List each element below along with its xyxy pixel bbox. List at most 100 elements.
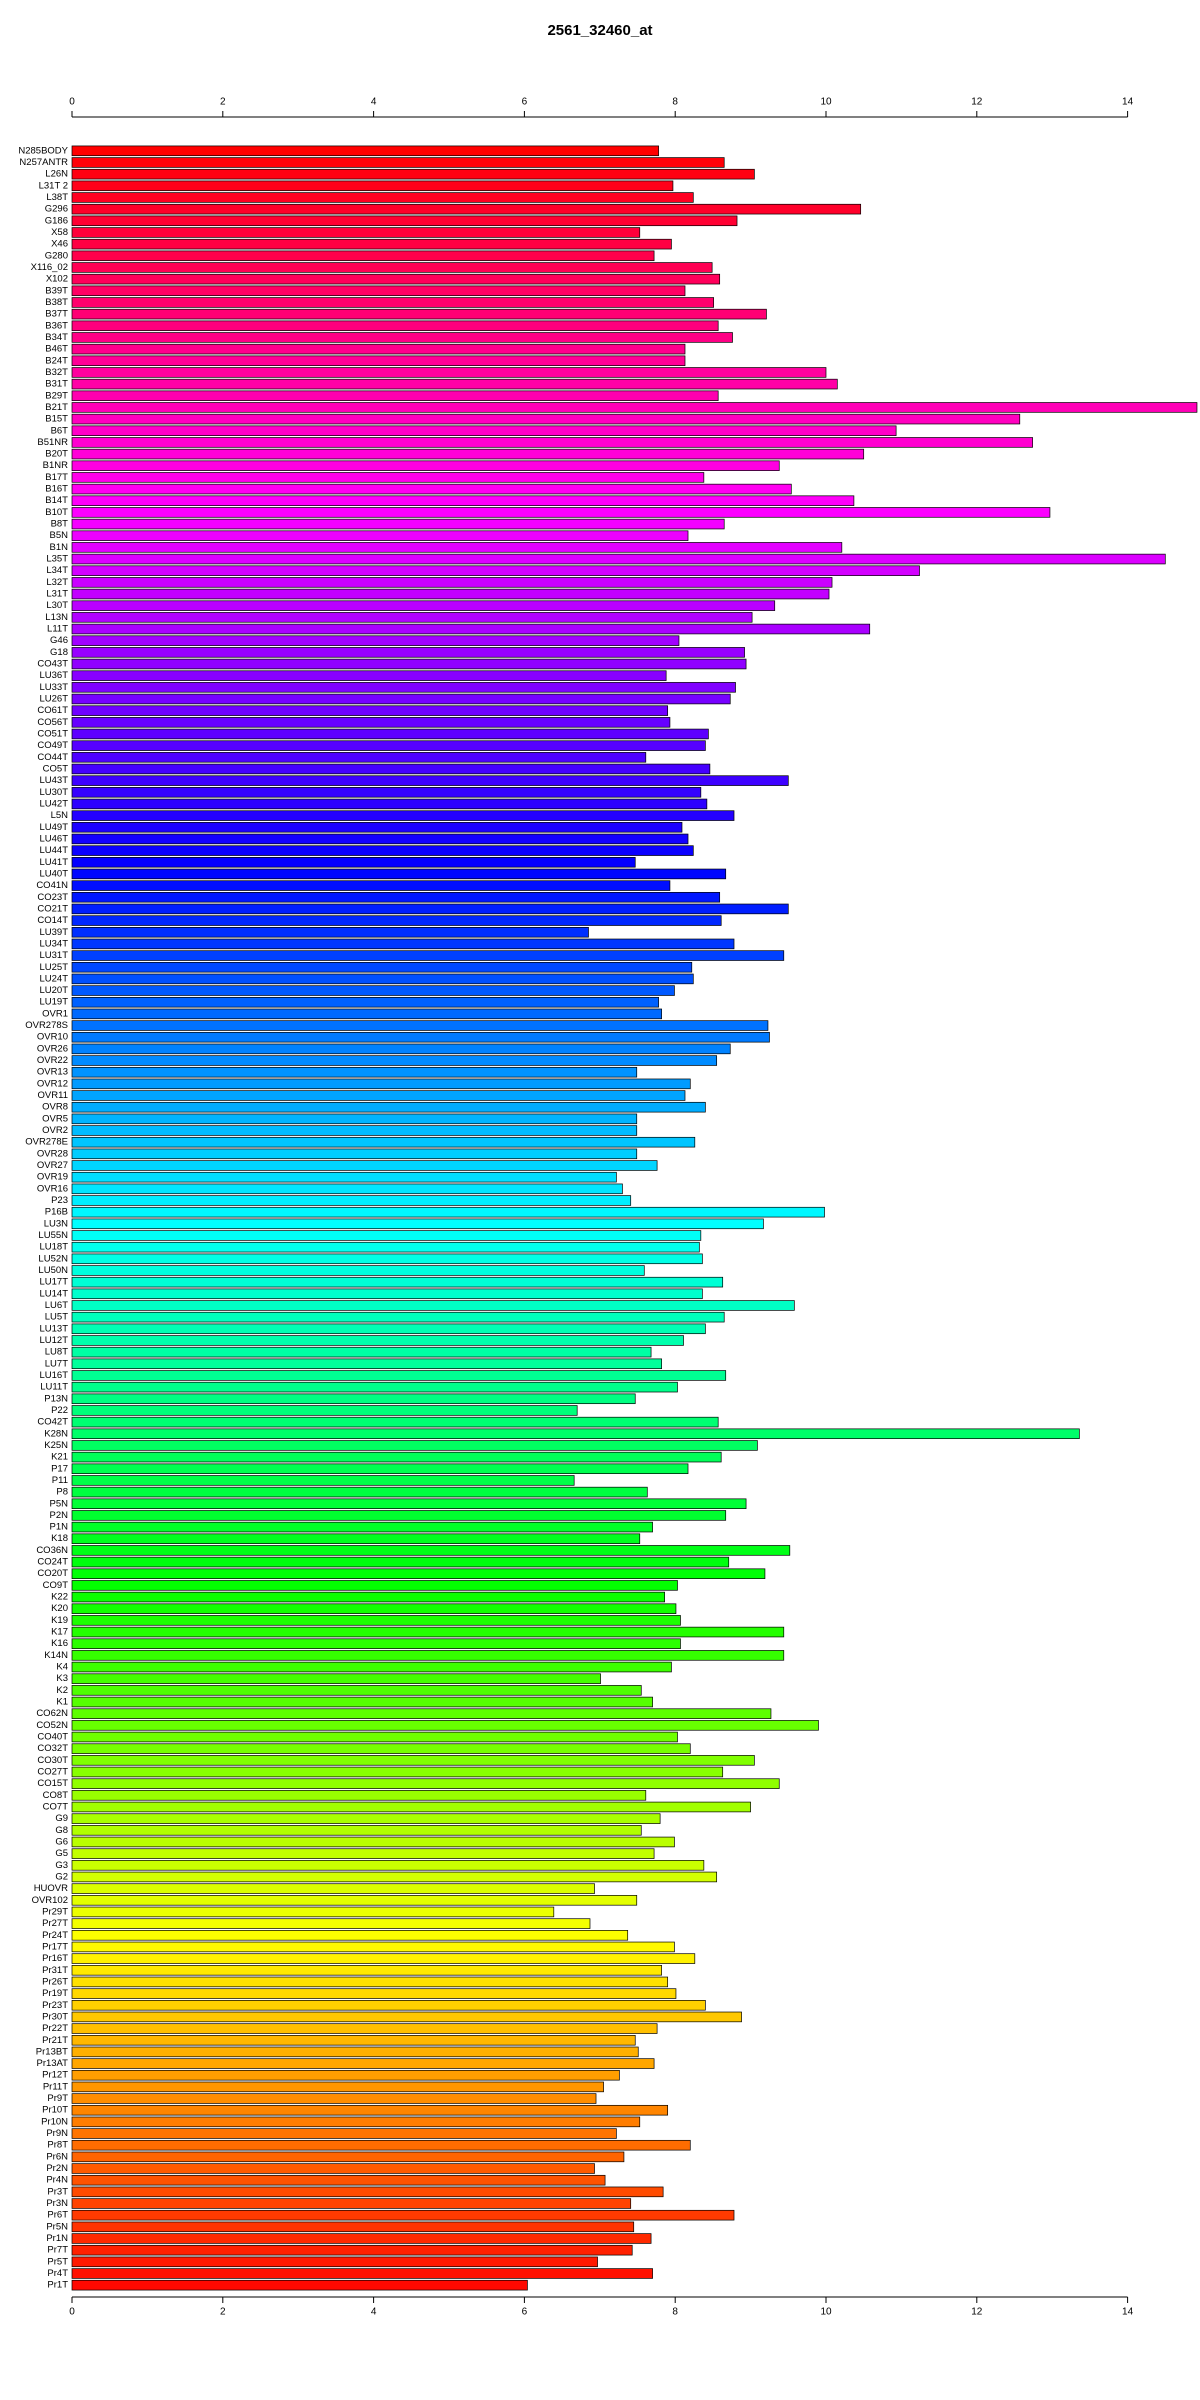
y-tick-label: CO5T xyxy=(43,763,69,774)
bar xyxy=(71,1626,785,1638)
y-tick-label: CO52N xyxy=(36,1720,68,1731)
y-tick-label: B39T xyxy=(45,285,68,296)
bar xyxy=(71,180,674,192)
y-tick-label: Pr3T xyxy=(47,2186,68,2197)
y-tick-label: LU42T xyxy=(39,798,68,809)
y-tick-label: OVR11 xyxy=(38,1090,68,1101)
y-tick-label: B29T xyxy=(45,390,68,401)
y-tick-label: Pr8T xyxy=(47,2140,68,2151)
y-tick-label: LU13T xyxy=(39,1323,68,1334)
y-tick-label: B17T xyxy=(45,472,68,483)
y-tick-label: LU8T xyxy=(45,1347,68,1358)
bar xyxy=(71,1020,769,1031)
bar xyxy=(71,1906,555,1918)
y-tick-label: K22 xyxy=(51,1592,68,1603)
y-tick-label: G46 xyxy=(50,635,68,646)
y-tick-label: LU7T xyxy=(45,1358,68,1369)
y-tick-label: B37T xyxy=(45,309,68,320)
bar xyxy=(71,833,689,845)
bar xyxy=(71,1883,595,1894)
y-tick-label: LU5T xyxy=(45,1312,68,1323)
bar xyxy=(71,927,589,938)
x-tick-label: 4 xyxy=(371,2307,377,2318)
y-tick-label: Pr2N xyxy=(46,2163,68,2174)
bar xyxy=(71,1300,795,1311)
bar xyxy=(71,1498,747,1509)
bar xyxy=(71,670,667,681)
y-tick-label: CO40T xyxy=(37,1732,68,1743)
y-tick-label: LU33T xyxy=(39,682,68,693)
bar xyxy=(71,1848,655,1859)
bar xyxy=(71,2046,639,2058)
y-tick-label: Pr13BT xyxy=(36,2046,68,2057)
y-tick-label: G9 xyxy=(55,1813,68,1824)
bar xyxy=(71,192,694,203)
bar xyxy=(71,1090,686,1101)
y-tick-label: B46T xyxy=(45,344,68,355)
y-tick-label: B31T xyxy=(45,379,68,390)
bar xyxy=(71,903,789,915)
y-tick-label: Pr27T xyxy=(42,1918,68,1929)
bar xyxy=(71,238,672,250)
bar xyxy=(71,1521,653,1533)
y-tick-label: Pr26T xyxy=(42,1976,68,1987)
y-tick-label: Pr30T xyxy=(42,2011,68,2022)
bar xyxy=(71,1825,642,1836)
y-tick-label: CO24T xyxy=(37,1557,68,1568)
bar xyxy=(71,1043,731,1055)
y-tick-label: Pr31T xyxy=(42,1965,68,1976)
y-tick-label: OVR27 xyxy=(37,1160,68,1171)
bar xyxy=(71,2139,691,2151)
bar xyxy=(71,1568,766,1579)
bar xyxy=(71,250,655,262)
y-tick-label: CO30T xyxy=(37,1755,68,1766)
bar xyxy=(71,215,738,227)
y-tick-label: Pr1T xyxy=(47,2280,68,2291)
bar xyxy=(71,1615,681,1626)
bar xyxy=(71,460,780,471)
bar xyxy=(71,1253,703,1265)
bar xyxy=(71,378,838,390)
bar xyxy=(71,203,862,215)
y-tick-label: CO15T xyxy=(37,1778,68,1789)
x-tick-label: 6 xyxy=(522,97,528,108)
y-tick-label: B15T xyxy=(45,414,68,425)
y-tick-label: LU26T xyxy=(39,694,68,705)
y-tick-label: L26N xyxy=(45,169,68,180)
bar xyxy=(71,2000,706,2011)
y-tick-label: L31T 2 xyxy=(39,180,68,191)
bar xyxy=(71,332,733,343)
y-tick-label: B8T xyxy=(51,519,69,530)
y-tick-label: L30T xyxy=(46,600,68,611)
y-tick-label: X58 xyxy=(51,227,68,238)
y-tick-label: OVR12 xyxy=(37,1078,68,1089)
y-tick-label: Pr6N xyxy=(46,2151,68,2162)
bar xyxy=(71,1930,629,1941)
bar xyxy=(71,2268,653,2279)
y-tick-label: OVR8 xyxy=(42,1102,68,1113)
y-tick-label: Pr23T xyxy=(42,2000,68,2011)
y-tick-label: OVR28 xyxy=(37,1148,68,1159)
bar xyxy=(71,1393,636,1405)
bar xyxy=(71,1918,591,1929)
y-tick-label: K28N xyxy=(44,1428,68,1439)
y-tick-label: K19 xyxy=(51,1615,68,1626)
y-tick-label: CO56T xyxy=(37,717,68,728)
y-tick-label: OVR13 xyxy=(37,1067,68,1078)
y-tick-label: Pr24T xyxy=(42,1930,68,1941)
y-tick-label: LU52N xyxy=(38,1253,68,1264)
y-tick-label: L5N xyxy=(51,810,69,821)
bar xyxy=(71,1661,672,1673)
bar xyxy=(71,565,920,576)
y-tick-label: K25N xyxy=(44,1440,68,1451)
bar xyxy=(71,2128,617,2139)
bar xyxy=(71,938,735,950)
bar xyxy=(71,1486,648,1498)
bar xyxy=(71,530,689,541)
bar xyxy=(71,845,694,856)
bar xyxy=(71,961,693,973)
y-tick-label: B20T xyxy=(45,449,68,460)
bar xyxy=(71,343,686,355)
bar xyxy=(71,2151,625,2163)
bar xyxy=(71,1860,705,1871)
